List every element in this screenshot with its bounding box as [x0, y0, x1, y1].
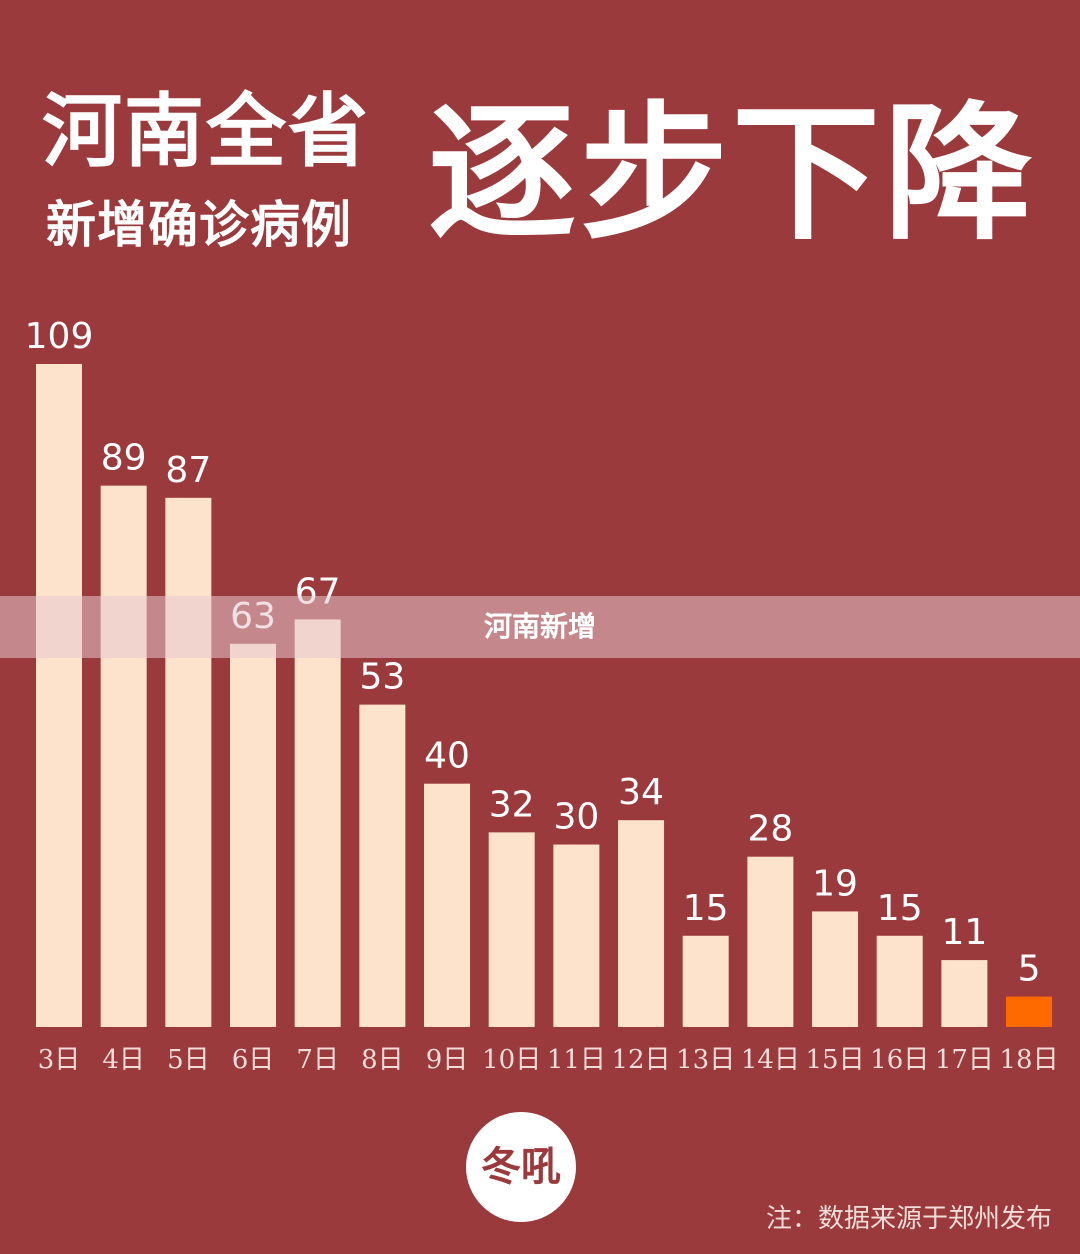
- bar-15日: [812, 911, 859, 1027]
- category-label: 4日: [102, 1045, 145, 1075]
- category-label: 6日: [232, 1045, 275, 1075]
- source-note: 注：数据来源于郑州发布: [765, 1204, 1052, 1234]
- value-label: 28: [747, 809, 793, 850]
- value-label: 109: [25, 316, 94, 357]
- logo-badge: [466, 1112, 576, 1222]
- bar-9日: [424, 783, 471, 1027]
- category-label: 3日: [38, 1045, 81, 1075]
- overlay-banner: [0, 596, 1080, 658]
- bar-18日: [1006, 996, 1053, 1027]
- category-label: 11日: [547, 1045, 606, 1075]
- bar-11日: [553, 844, 600, 1027]
- bar-6日: [230, 643, 277, 1027]
- value-label: 5: [1018, 949, 1041, 990]
- value-label: 34: [618, 772, 664, 813]
- value-label: 11: [941, 912, 987, 953]
- value-label: 89: [101, 438, 147, 479]
- overlay-label: 河南新增: [483, 610, 596, 643]
- category-label: 10日: [482, 1045, 541, 1075]
- title-line-1: 河南全省: [42, 85, 370, 178]
- value-label: 19: [812, 863, 858, 904]
- category-label: 7日: [296, 1045, 339, 1075]
- bar-4日: [100, 485, 147, 1027]
- category-label: 15日: [805, 1045, 864, 1075]
- bar-12日: [618, 820, 665, 1027]
- title-line-2: 新增确诊病例: [46, 196, 352, 254]
- bar-5日: [165, 497, 212, 1027]
- logo-mark: 冬吼: [481, 1143, 561, 1190]
- title-big: 逐步下降: [428, 88, 1036, 260]
- bar-16日: [876, 935, 923, 1027]
- value-label: 87: [165, 450, 211, 491]
- bar-17日: [941, 960, 988, 1027]
- bar-7日: [294, 619, 341, 1027]
- bar-3日: [36, 364, 82, 1027]
- category-label: 13日: [676, 1045, 735, 1075]
- value-label: 40: [424, 736, 470, 777]
- category-label: 16日: [870, 1045, 929, 1075]
- category-label: 12日: [611, 1045, 670, 1075]
- value-label: 30: [553, 797, 599, 838]
- category-label: 9日: [426, 1045, 469, 1075]
- value-label: 32: [489, 784, 535, 825]
- bar-14日: [747, 856, 794, 1027]
- bar-13日: [682, 935, 729, 1027]
- bar-8日: [359, 704, 406, 1027]
- category-label: 5日: [167, 1045, 210, 1075]
- value-label: 15: [877, 888, 923, 929]
- value-label: 15: [683, 888, 729, 929]
- category-label: 14日: [741, 1045, 800, 1075]
- bar-10日: [488, 832, 535, 1027]
- value-label: 53: [359, 657, 405, 698]
- category-label: 8日: [361, 1045, 404, 1075]
- category-label: 18日: [1000, 1045, 1059, 1075]
- category-label: 17日: [935, 1045, 994, 1075]
